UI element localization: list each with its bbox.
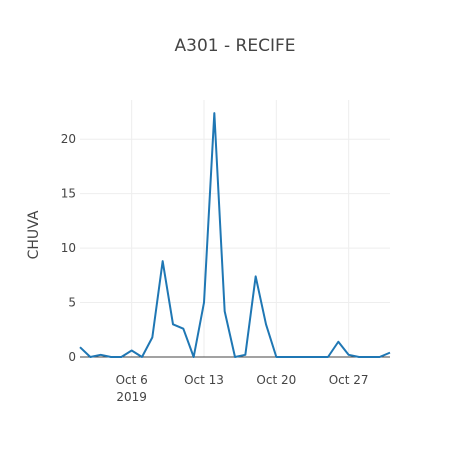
data-point [379, 356, 381, 358]
data-point [348, 354, 350, 356]
data-point [337, 341, 339, 343]
data-point [203, 302, 205, 304]
x-tick-label: Oct 27 [329, 373, 369, 387]
y-tick-label: 10 [61, 241, 76, 255]
data-point [131, 349, 133, 351]
data-point [244, 354, 246, 356]
data-point [265, 323, 267, 325]
data-point [234, 356, 236, 358]
data-point [193, 356, 195, 358]
data-point [306, 356, 308, 358]
series-line [79, 112, 391, 358]
data-point [317, 356, 319, 358]
data-point [255, 275, 257, 277]
data-point [89, 356, 91, 358]
data-point [389, 352, 391, 354]
data-point [100, 354, 102, 356]
y-tick-label: 15 [61, 187, 76, 201]
data-point [358, 356, 360, 358]
data-point [224, 310, 226, 312]
data-point [286, 356, 288, 358]
y-tick-label: 5 [68, 296, 76, 310]
x-tick-label: Oct 6 [116, 373, 148, 387]
grid [80, 100, 390, 357]
data-point [327, 356, 329, 358]
data-point [368, 356, 370, 358]
x-tick-label: Oct 13 [184, 373, 224, 387]
chart-title: A301 - RECIFE [175, 36, 296, 56]
y-tick-label: 20 [61, 132, 76, 146]
data-point [151, 336, 153, 338]
data-point [141, 356, 143, 358]
data-point [296, 356, 298, 358]
data-point [275, 356, 277, 358]
data-points [79, 112, 391, 358]
data-point [172, 323, 174, 325]
data-point [79, 346, 81, 348]
x-tick-sublabel: 2019 [116, 390, 147, 404]
data-point [162, 260, 164, 262]
x-tick-label: Oct 20 [256, 373, 296, 387]
y-axis-label: CHUVA [26, 210, 42, 259]
x-axis-ticks: Oct 6 2019 Oct 13 Oct 20 Oct 27 [116, 373, 369, 404]
data-point [213, 112, 215, 114]
y-tick-label: 0 [68, 350, 76, 364]
y-axis-ticks: 0 5 10 15 20 [61, 132, 76, 364]
data-point [120, 356, 122, 358]
data-point [110, 356, 112, 358]
data-point [182, 328, 184, 330]
